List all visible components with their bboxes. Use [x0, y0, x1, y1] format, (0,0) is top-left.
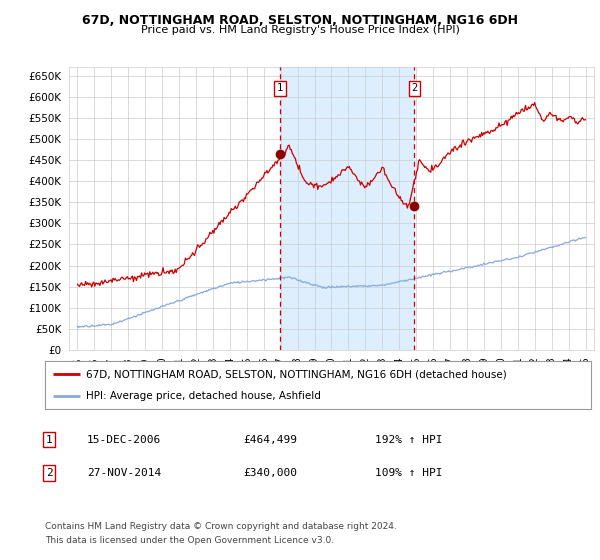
Text: £464,499: £464,499 — [243, 435, 297, 445]
Text: 109% ↑ HPI: 109% ↑ HPI — [375, 468, 443, 478]
Text: 67D, NOTTINGHAM ROAD, SELSTON, NOTTINGHAM, NG16 6DH (detached house): 67D, NOTTINGHAM ROAD, SELSTON, NOTTINGHA… — [86, 369, 506, 379]
Text: 27-NOV-2014: 27-NOV-2014 — [87, 468, 161, 478]
Text: HPI: Average price, detached house, Ashfield: HPI: Average price, detached house, Ashf… — [86, 391, 321, 401]
Text: This data is licensed under the Open Government Licence v3.0.: This data is licensed under the Open Gov… — [45, 536, 334, 545]
Text: 15-DEC-2006: 15-DEC-2006 — [87, 435, 161, 445]
Text: £340,000: £340,000 — [243, 468, 297, 478]
Text: 67D, NOTTINGHAM ROAD, SELSTON, NOTTINGHAM, NG16 6DH: 67D, NOTTINGHAM ROAD, SELSTON, NOTTINGHA… — [82, 14, 518, 27]
Text: 2: 2 — [46, 468, 53, 478]
Text: Price paid vs. HM Land Registry's House Price Index (HPI): Price paid vs. HM Land Registry's House … — [140, 25, 460, 35]
Text: 192% ↑ HPI: 192% ↑ HPI — [375, 435, 443, 445]
Text: 1: 1 — [46, 435, 53, 445]
Bar — [280, 67, 415, 350]
Text: Contains HM Land Registry data © Crown copyright and database right 2024.: Contains HM Land Registry data © Crown c… — [45, 522, 397, 531]
Text: 1: 1 — [277, 83, 283, 94]
Text: 2: 2 — [412, 83, 418, 94]
